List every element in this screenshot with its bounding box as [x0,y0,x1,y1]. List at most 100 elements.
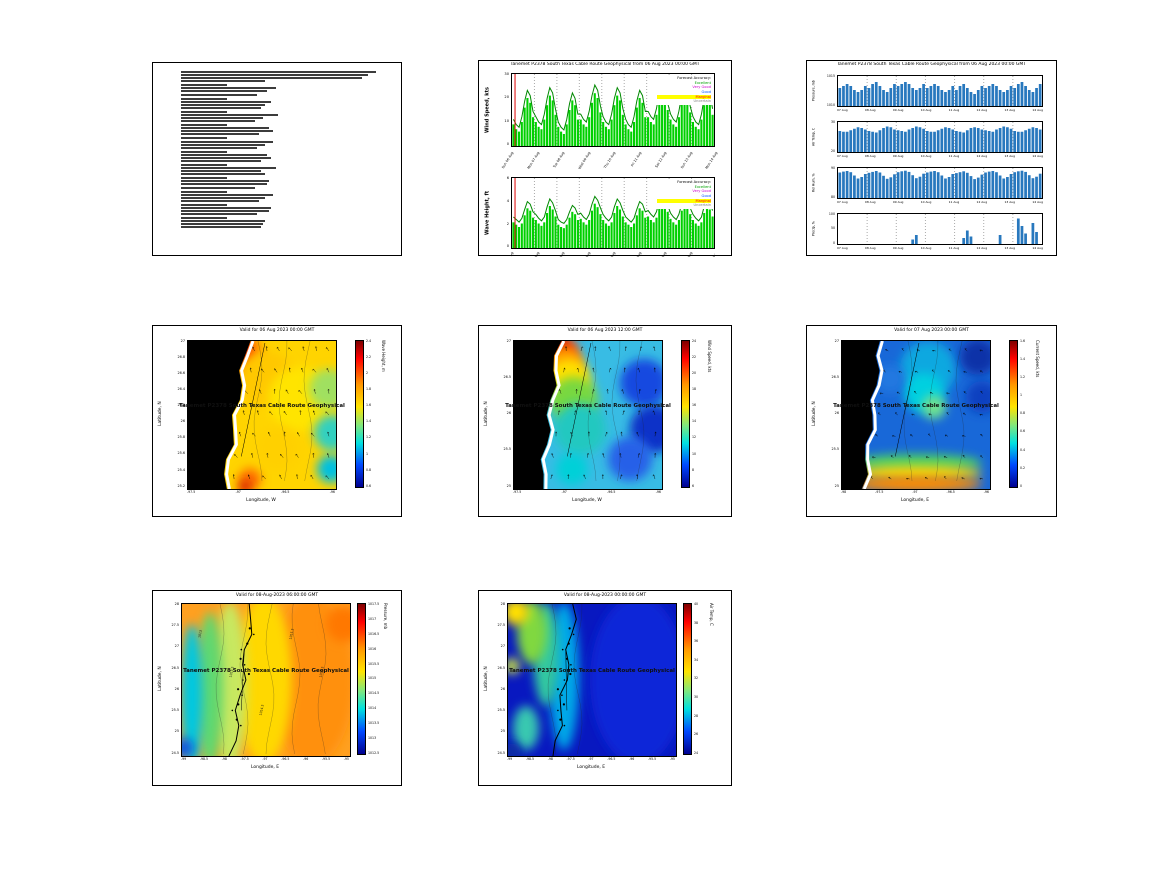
rect-el [947,177,951,198]
report-text-line [181,127,270,130]
colorbar-tick: 1.6 [1020,339,1026,343]
line-el [653,346,656,352]
line-el [576,389,578,391]
rect-el [708,100,711,146]
y-tick-labels: 27 26.5 26 25.5 25 [493,339,511,488]
report-text-line [181,220,265,223]
rect-el [546,213,549,248]
colorbar-tick: 26 [694,732,699,737]
line-el [625,346,627,349]
air_temp-chart [837,121,1043,153]
line-el [252,432,255,435]
date-tick-label: Fri 11 Aug [629,151,642,168]
map-plot-area: Tanemet P2378 South Texas Cable Route Ge… [833,340,999,490]
line-el [558,410,560,413]
line-el [311,432,313,435]
x-tick-labels: -99 -98.5 -98 -97.5 -97 -96.5 -96 -95.5 -95 [181,757,349,761]
rect-el [638,208,641,248]
rect-el [666,110,669,146]
map-plot-area: Tanemet P2378 South Texas Cable Route Ge… [505,340,671,490]
line-el [310,474,313,477]
rect-el [663,203,666,248]
wave-y-axis-label: Wave Height, ft [484,190,491,236]
line-el [963,412,967,416]
rect-el [969,176,973,198]
line-el [928,413,930,416]
line-el [284,431,286,433]
line-el [251,453,254,455]
rect-el [652,222,655,248]
report-text-line [181,93,257,96]
line-el [898,371,900,373]
map-overlay-title: Tanemet P2378 South Texas Cable Route Ge… [509,667,675,674]
rect-el [980,174,984,198]
y-tick: 26.2 [177,403,185,408]
circle-el [562,703,565,706]
rel_hum-bars [838,168,1042,198]
line-el [963,371,965,374]
rect-el [697,225,700,248]
legend-item: Uncertain [693,203,711,208]
line-el [262,475,265,477]
line-el [259,389,261,391]
rect-el [1006,127,1009,152]
path-el [215,604,225,755]
line-el [639,453,641,455]
line-el [879,392,881,395]
line-el [326,368,330,373]
line-el [257,410,259,416]
line-el [277,346,279,349]
line-el [301,367,304,370]
wave-y-ticks: 6 4 2 0 [496,176,509,249]
panel-air-temp-map: Valid for 08-Aug-2023 00:00:00 GMT Taneme… [478,590,732,786]
rect-el [684,604,691,754]
report-paragraph [181,97,391,109]
polyline-el [225,341,255,489]
rect-el [689,214,692,248]
y-tick: 1015 [826,74,835,78]
line-el [636,474,638,477]
line-el [653,346,655,349]
day-label: 12 Aug [976,246,988,250]
y-tick: 100 [828,212,835,216]
line-el [946,412,948,415]
line-el [570,453,572,458]
y-tick: 20 [830,148,835,153]
rect-el [951,85,955,106]
line-el [606,389,608,391]
rect-el [987,85,991,106]
colorbar-gradient [356,341,363,487]
x-tick: -97 [561,490,567,494]
line-el [641,346,643,349]
rect-el [604,126,608,146]
circle-el [572,633,575,636]
rect-el [705,206,709,248]
rect-el [925,131,929,152]
date-tick-label: Tue 08 Aug [552,151,566,169]
wind-speed-chart [511,73,715,147]
line-el [257,410,260,412]
y-tick: 25 [506,483,511,488]
y-tick: 25.5 [831,447,839,452]
colorbar [357,603,366,755]
map-valid-title: Valid for 06 Aug 2023 12:00 GMT [567,328,643,333]
ellipse-el [256,427,300,471]
y-tick: 26.5 [171,665,179,670]
x-tick: -97 [588,757,594,761]
rect-el [900,171,904,198]
colorbar-tick: 1015.5 [368,661,380,666]
x-tick: -96.5 [946,490,955,494]
colorbar-tick: 32 [694,676,699,681]
colorbar [1009,340,1018,488]
line-el [964,348,966,351]
ellipse-el [850,476,982,489]
colorbar-tick: 1016.5 [368,631,380,636]
map-plot-area: Tanemet P2378 South Texas Cable Route Ge… [179,340,345,490]
line-el [621,389,623,391]
y-tick-labels: 1015 1010 [820,74,835,107]
ellipse-el [620,359,662,407]
line-el [946,392,948,395]
rect-el [1024,233,1027,244]
rect-el [517,131,521,146]
rect-el [560,131,563,146]
